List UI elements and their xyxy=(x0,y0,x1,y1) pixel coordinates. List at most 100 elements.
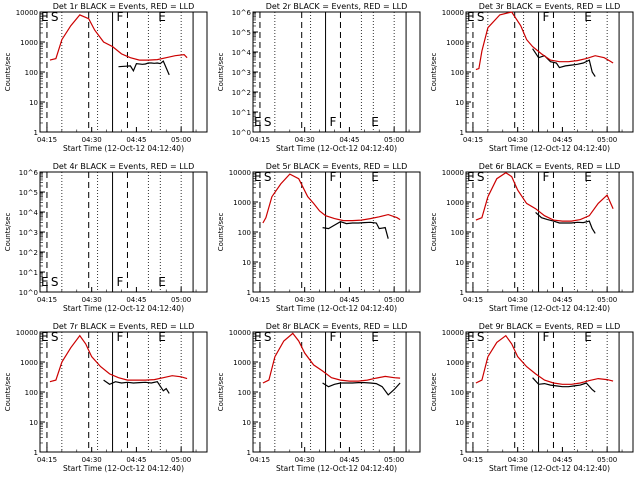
y-tick-label: 10^2 xyxy=(19,249,38,257)
detector-chart: Det 5r BLACK = Events, RED = LLD 1 10 100 10… xyxy=(217,162,421,313)
x-tick-label: 04:15 xyxy=(37,136,57,144)
x-tick-label: 04:15 xyxy=(463,456,483,464)
y-axis-label: Counts/sec xyxy=(430,53,438,92)
y-tick-label: 10 xyxy=(455,259,464,267)
y-tick-label: 1000 xyxy=(446,199,464,207)
y-tick-label: 100 xyxy=(25,69,38,77)
y-tick-label: 10^6 xyxy=(232,9,252,17)
segment-marker-e-start: E xyxy=(467,10,475,24)
x-tick-label: 04:45 xyxy=(339,296,359,304)
y-tick-label: 100 xyxy=(238,389,251,397)
x-tick-label: 04:30 xyxy=(508,456,528,464)
plot-frame xyxy=(39,11,208,133)
segment-marker-e-start: E xyxy=(254,330,262,344)
lld-series-line xyxy=(475,171,614,222)
segment-marker-e: E xyxy=(584,170,592,184)
segment-marker-f: F xyxy=(117,10,124,24)
detector-chart: Det 9r BLACK = Events, RED = LLD 1 10 100 10… xyxy=(430,322,634,473)
chart-title: Det 5r BLACK = Events, RED = LLD xyxy=(266,162,408,171)
segment-marker-e: E xyxy=(371,115,379,129)
y-tick-label: 1 xyxy=(247,449,251,457)
detector-chart: Det 7r BLACK = Events, RED = LLD 1 10 100 10… xyxy=(4,322,208,473)
segment-marker-s: S xyxy=(51,275,59,289)
y-tick-label: 1 xyxy=(460,449,464,457)
y-axis-label: Counts/sec xyxy=(430,213,438,252)
y-tick-label: 10000 xyxy=(442,169,464,177)
x-tick-label: 04:30 xyxy=(295,296,315,304)
y-tick-label: 10 xyxy=(29,99,38,107)
y-tick-label: 10 xyxy=(29,419,38,427)
y-tick-label: 10^3 xyxy=(232,69,251,77)
plot-frame xyxy=(39,331,208,453)
segment-marker-f: F xyxy=(117,330,124,344)
chart-title: Det 1r BLACK = Events, RED = LLD xyxy=(53,2,195,11)
x-axis-label: Start Time (12-Oct-12 04:12:40) xyxy=(489,144,610,153)
y-tick-label: 10000 xyxy=(442,9,464,17)
events-series-line xyxy=(535,211,596,234)
lld-series-line xyxy=(262,173,401,224)
segment-marker-s: S xyxy=(51,330,59,344)
segment-marker-f: F xyxy=(543,170,550,184)
events-series-line xyxy=(322,221,389,239)
y-tick-label: 10^0 xyxy=(232,129,251,137)
x-axis-label: Start Time (12-Oct-12 04:12:40) xyxy=(276,304,397,313)
segment-marker-e-start: E xyxy=(254,170,262,184)
y-tick-label: 100 xyxy=(451,69,464,77)
detector-chart: Det 6r BLACK = Events, RED = LLD 1 10 100 10… xyxy=(430,162,634,313)
y-tick-label: 1 xyxy=(460,129,464,137)
x-axis-label: Start Time (12-Oct-12 04:12:40) xyxy=(63,464,184,473)
lld-series-line xyxy=(475,11,614,71)
y-tick-label: 100 xyxy=(238,229,251,237)
segment-marker-f: F xyxy=(330,170,337,184)
x-tick-label: 05:00 xyxy=(384,136,404,144)
y-tick-label: 10^4 xyxy=(232,49,252,57)
segment-marker-e-start: E xyxy=(41,330,49,344)
segment-marker-e-start: E xyxy=(41,275,49,289)
x-tick-label: 04:15 xyxy=(463,136,483,144)
segment-marker-s: S xyxy=(264,330,272,344)
x-axis-label: Start Time (12-Oct-12 04:12:40) xyxy=(489,304,610,313)
plot-frame xyxy=(252,11,421,133)
segment-marker-f: F xyxy=(543,10,550,24)
y-tick-label: 10^1 xyxy=(19,269,38,277)
x-tick-label: 04:45 xyxy=(552,296,572,304)
x-tick-label: 04:45 xyxy=(126,296,146,304)
y-axis-label: Counts/sec xyxy=(217,373,225,412)
x-tick-label: 04:30 xyxy=(295,136,315,144)
y-tick-label: 1 xyxy=(460,289,464,297)
detector-chart: Det 8r BLACK = Events, RED = LLD 1 10 100 10… xyxy=(217,322,421,473)
y-tick-label: 10^6 xyxy=(19,169,39,177)
y-axis-label: Counts/sec xyxy=(4,53,12,92)
segment-marker-e-start: E xyxy=(254,115,262,129)
y-tick-label: 10000 xyxy=(229,169,251,177)
segment-marker-e: E xyxy=(584,330,592,344)
x-tick-label: 04:15 xyxy=(37,296,57,304)
segment-marker-s: S xyxy=(477,10,485,24)
segment-marker-e-start: E xyxy=(467,170,475,184)
x-tick-label: 04:45 xyxy=(339,136,359,144)
x-axis-label: Start Time (12-Oct-12 04:12:40) xyxy=(63,144,184,153)
detector-chart: Det 2r BLACK = Events, RED = LLD 10^0 10^1… xyxy=(217,2,421,153)
x-tick-label: 04:15 xyxy=(250,456,270,464)
segment-marker-s: S xyxy=(264,170,272,184)
x-tick-label: 04:15 xyxy=(250,296,270,304)
chart-title: Det 6r BLACK = Events, RED = LLD xyxy=(479,162,621,171)
segment-marker-e: E xyxy=(584,10,592,24)
x-tick-label: 04:15 xyxy=(250,136,270,144)
events-series-line xyxy=(322,381,401,396)
chart-title: Det 4r BLACK = Events, RED = LLD xyxy=(53,162,195,171)
y-tick-label: 1000 xyxy=(20,359,38,367)
y-tick-label: 10000 xyxy=(442,329,464,337)
plot-frame xyxy=(465,331,634,453)
y-tick-label: 1 xyxy=(247,289,251,297)
lld-series-line xyxy=(49,14,188,61)
x-tick-label: 05:00 xyxy=(597,136,617,144)
plot-frame xyxy=(252,171,421,293)
y-tick-label: 10^1 xyxy=(232,109,251,117)
lld-series-line xyxy=(475,334,614,385)
x-tick-label: 04:30 xyxy=(82,296,102,304)
x-tick-label: 04:30 xyxy=(82,136,102,144)
x-axis-label: Start Time (12-Oct-12 04:12:40) xyxy=(63,304,184,313)
segment-marker-e-start: E xyxy=(467,330,475,344)
x-tick-label: 05:00 xyxy=(597,296,617,304)
